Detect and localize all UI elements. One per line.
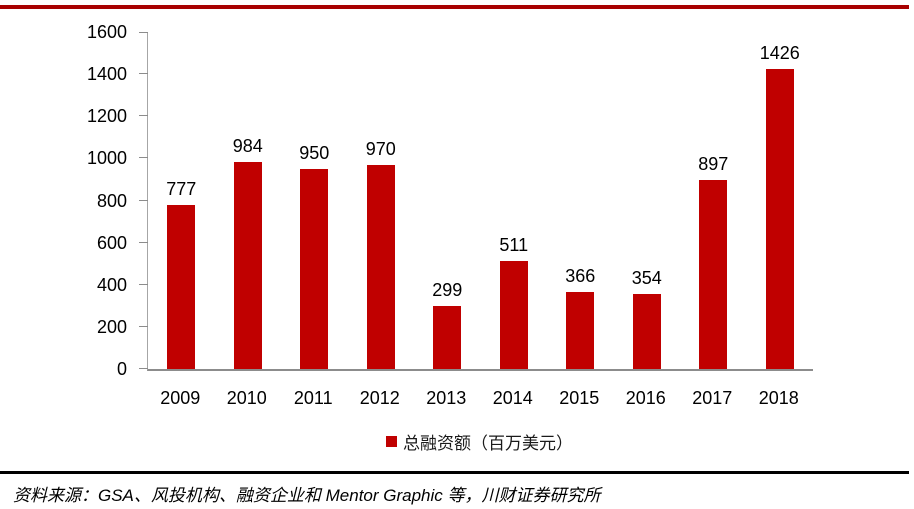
y-axis-labels: 0 200 400 600 800 1000 1200 1400 1600 [27, 22, 127, 379]
y-tick-label: 200 [96, 316, 127, 337]
bar-value-label: 366 [565, 265, 596, 286]
bar-2010 [233, 161, 262, 369]
bar-value-label: 1426 [759, 42, 800, 63]
y-tick-label: 1000 [86, 148, 127, 169]
x-tick-label: 2014 [492, 388, 533, 408]
x-tick-label: 2010 [226, 388, 267, 408]
y-axis-tick [139, 368, 148, 369]
bar-value-label: 950 [299, 142, 330, 163]
legend-marker-square [386, 436, 397, 447]
bar-value-label: 511 [499, 235, 529, 256]
bar-value-label: 354 [631, 268, 662, 289]
bar-2011 [300, 168, 329, 369]
x-tick-label: 2015 [559, 388, 600, 408]
bar-value-label: 984 [232, 135, 263, 156]
bar-2013 [433, 306, 462, 369]
x-tick-label: 2017 [692, 388, 733, 408]
x-tick-label: 2011 [293, 388, 333, 408]
y-tick-label: 1200 [86, 106, 127, 127]
bar-value-label: 777 [166, 179, 197, 200]
y-axis-tick [139, 32, 148, 33]
bar-2015 [566, 291, 595, 369]
x-tick-label: 2018 [758, 388, 799, 408]
y-tick-label: 400 [96, 274, 127, 295]
source-note: 资料来源：GSA、风投机构、融资企业和 Mentor Graphic 等，川财证… [13, 486, 601, 505]
bar-2009 [167, 205, 196, 369]
bar-2014 [499, 261, 528, 369]
chart-legend: 总融资额（百万美元） [147, 429, 812, 454]
y-tick-label: 800 [96, 190, 127, 211]
bar-2018 [765, 68, 794, 369]
y-axis-tick [139, 199, 148, 201]
y-tick-label: 0 [116, 359, 127, 379]
bar-value-label: 299 [432, 280, 463, 301]
y-axis-tick [139, 73, 148, 75]
legend-label: 总融资额（百万美元） [403, 434, 573, 454]
y-axis-tick [139, 241, 148, 243]
x-axis-labels: 2009 2010 2011 2012 2013 2014 2015 2016 2017 2018 [147, 388, 812, 410]
bar-2012 [366, 164, 395, 369]
y-axis-tick [139, 115, 148, 117]
y-tick-label: 1400 [86, 64, 127, 85]
x-tick-label: 2012 [359, 388, 400, 408]
bar-2016 [632, 294, 661, 369]
bottom-divider-rule [0, 471, 909, 474]
y-tick-label: 600 [96, 232, 127, 253]
plot-area: 777 984 950 970 299 511 366 354 897 1426 [139, 32, 813, 371]
y-axis-tick [139, 157, 148, 159]
x-tick-label: 2013 [426, 388, 467, 408]
x-tick-label: 2016 [625, 388, 666, 408]
y-axis-tick [139, 283, 148, 285]
bar-value-label: 897 [698, 154, 729, 175]
y-tick-label: 1600 [86, 22, 127, 42]
y-axis-tick [139, 325, 148, 327]
bar-2017 [699, 180, 728, 369]
bar-value-label: 970 [365, 138, 396, 159]
x-tick-label: 2009 [160, 388, 201, 408]
top-divider-rule [0, 5, 909, 9]
